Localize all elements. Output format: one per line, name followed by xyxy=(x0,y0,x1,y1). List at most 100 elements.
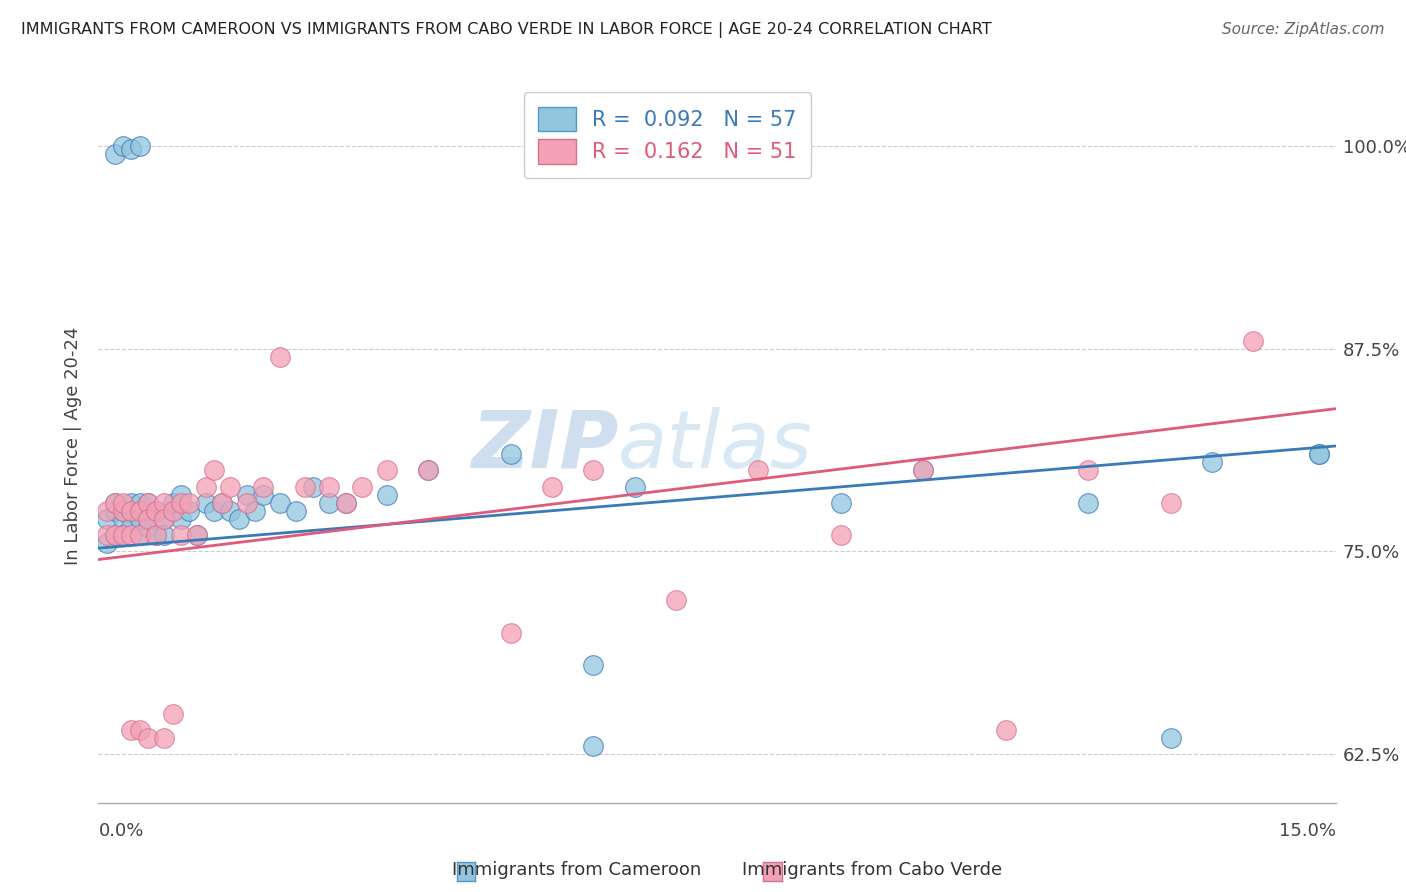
Text: Immigrants from Cabo Verde: Immigrants from Cabo Verde xyxy=(741,861,1002,879)
Point xyxy=(162,706,184,721)
Text: Source: ZipAtlas.com: Source: ZipAtlas.com xyxy=(1222,22,1385,37)
Point xyxy=(202,463,225,477)
Point xyxy=(499,447,522,461)
Point xyxy=(112,504,135,518)
Point xyxy=(112,528,135,542)
Point xyxy=(211,496,233,510)
Point xyxy=(179,496,201,510)
Point xyxy=(219,504,242,518)
Point xyxy=(104,147,127,161)
Point xyxy=(96,512,118,526)
Point xyxy=(1160,496,1182,510)
Point xyxy=(104,496,127,510)
Point xyxy=(830,528,852,542)
Point xyxy=(128,139,150,153)
Point xyxy=(120,723,142,737)
Point xyxy=(335,496,357,510)
Point xyxy=(352,479,374,493)
Point xyxy=(194,479,217,493)
Point xyxy=(1160,731,1182,745)
Point xyxy=(112,512,135,526)
Point xyxy=(318,496,340,510)
Point xyxy=(236,496,259,510)
Point xyxy=(104,496,127,510)
Text: IMMIGRANTS FROM CAMEROON VS IMMIGRANTS FROM CABO VERDE IN LABOR FORCE | AGE 20-2: IMMIGRANTS FROM CAMEROON VS IMMIGRANTS F… xyxy=(21,22,991,38)
Text: 0.0%: 0.0% xyxy=(98,822,143,840)
Point xyxy=(582,739,605,753)
Point xyxy=(912,463,935,477)
Point xyxy=(186,528,208,542)
Point xyxy=(269,496,291,510)
Text: Immigrants from Cameroon: Immigrants from Cameroon xyxy=(451,861,702,879)
Point xyxy=(128,496,150,510)
Legend: R =  0.092   N = 57, R =  0.162   N = 51: R = 0.092 N = 57, R = 0.162 N = 51 xyxy=(523,93,811,178)
Point xyxy=(128,723,150,737)
Point xyxy=(96,528,118,542)
Point xyxy=(1201,455,1223,469)
Point xyxy=(96,504,118,518)
Point xyxy=(1308,447,1330,461)
Point xyxy=(145,504,167,518)
Point xyxy=(219,479,242,493)
Point xyxy=(136,731,159,745)
Text: atlas: atlas xyxy=(619,407,813,485)
Point xyxy=(194,496,217,510)
Point xyxy=(136,520,159,534)
Point xyxy=(120,504,142,518)
Point xyxy=(243,504,266,518)
Point xyxy=(136,496,159,510)
Point xyxy=(136,512,159,526)
Point xyxy=(285,504,308,518)
Point xyxy=(112,504,135,518)
Point xyxy=(252,479,274,493)
Point xyxy=(582,463,605,477)
Point xyxy=(1241,334,1264,348)
Point xyxy=(153,512,176,526)
Point xyxy=(104,528,127,542)
Point xyxy=(302,479,325,493)
Point xyxy=(162,496,184,510)
Point xyxy=(747,463,769,477)
Point xyxy=(145,528,167,542)
Point xyxy=(153,496,176,510)
Point xyxy=(582,657,605,672)
Point xyxy=(269,350,291,364)
Point xyxy=(912,463,935,477)
Point xyxy=(418,463,440,477)
Point xyxy=(1077,496,1099,510)
Point xyxy=(120,520,142,534)
Point xyxy=(294,479,316,493)
Point xyxy=(128,504,150,518)
Point xyxy=(499,625,522,640)
Point xyxy=(179,504,201,518)
Point xyxy=(1308,447,1330,461)
Point xyxy=(145,504,167,518)
Point xyxy=(202,504,225,518)
Point xyxy=(128,528,150,542)
Point xyxy=(153,512,176,526)
Point xyxy=(120,528,142,542)
Point xyxy=(170,528,193,542)
Point xyxy=(136,512,159,526)
Point xyxy=(112,528,135,542)
Point xyxy=(236,488,259,502)
Y-axis label: In Labor Force | Age 20-24: In Labor Force | Age 20-24 xyxy=(65,326,83,566)
Point xyxy=(211,496,233,510)
Point xyxy=(96,536,118,550)
Point xyxy=(418,463,440,477)
Text: 15.0%: 15.0% xyxy=(1278,822,1336,840)
Point xyxy=(252,488,274,502)
Point xyxy=(170,496,193,510)
Point xyxy=(228,512,250,526)
Point xyxy=(665,593,688,607)
Point xyxy=(153,731,176,745)
Point xyxy=(162,504,184,518)
Point xyxy=(112,496,135,510)
Point xyxy=(335,496,357,510)
Point xyxy=(830,496,852,510)
Point xyxy=(120,142,142,156)
Point xyxy=(120,496,142,510)
Point xyxy=(104,528,127,542)
Point xyxy=(318,479,340,493)
Point xyxy=(145,528,167,542)
